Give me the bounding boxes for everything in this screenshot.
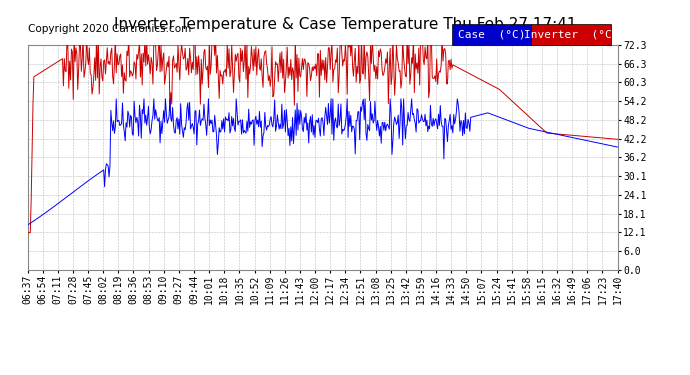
Text: Case  (°C): Case (°C)	[458, 30, 525, 40]
Text: Copyright 2020 Cartronics.com: Copyright 2020 Cartronics.com	[28, 24, 191, 34]
Text: Inverter Temperature & Case Temperature Thu Feb 27 17:41: Inverter Temperature & Case Temperature …	[114, 17, 576, 32]
Text: Inverter  (°C): Inverter (°C)	[524, 30, 618, 40]
